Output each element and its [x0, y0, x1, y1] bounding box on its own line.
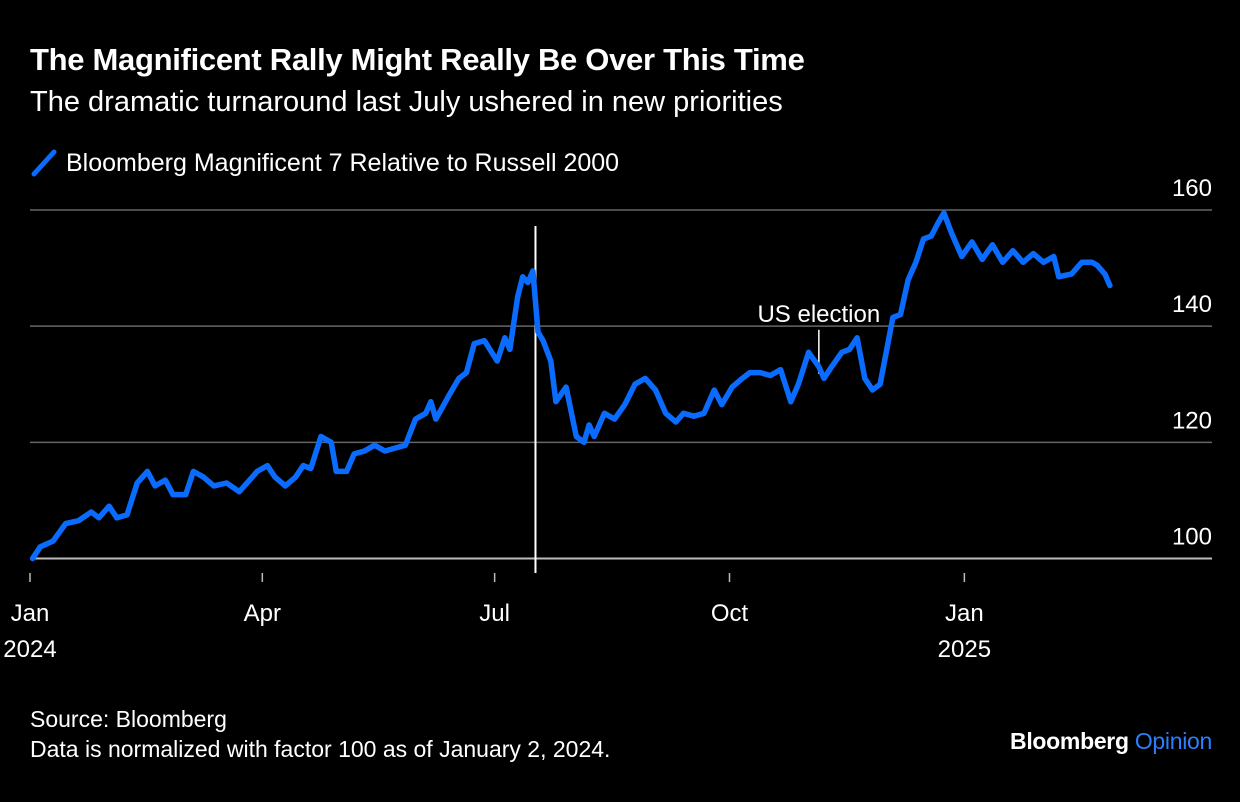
axis-labels: 100 120 140 160 Jan 2024 Apr Jul Oct Jan 2025 US el…	[3, 175, 1212, 663]
series-line	[29, 210, 1113, 562]
x-tick-year-label: 2024	[3, 636, 56, 663]
x-axis-ticks	[29, 573, 966, 582]
y-tick-label: 140	[1172, 291, 1212, 318]
brand-logo: Bloomberg Opinion	[1010, 728, 1212, 755]
y-tick-label: 120	[1172, 407, 1212, 434]
election-annotation-label: US election	[757, 301, 880, 328]
x-tick-label: Jul	[479, 600, 510, 627]
source-text: Source: Bloomberg	[30, 706, 227, 732]
chart-title: The Magnificent Rally Might Really Be Ov…	[30, 42, 805, 77]
x-tick-year-label: 2025	[938, 636, 991, 663]
legend-line-icon	[31, 149, 57, 177]
chart-subtitle: The dramatic turnaround last July ushere…	[30, 86, 783, 118]
x-tick-label: Oct	[711, 600, 749, 627]
annotations	[534, 226, 820, 573]
legend: Bloomberg Magnificent 7 Relative to Russ…	[30, 148, 619, 178]
y-tick-label: 100	[1172, 523, 1212, 550]
legend-series-label: Bloomberg Magnificent 7 Relative to Russ…	[66, 148, 620, 177]
y-tick-label: 160	[1172, 175, 1212, 202]
normalization-note: Data is normalized with factor 100 as of…	[30, 736, 611, 762]
grid-lines	[30, 209, 1212, 560]
x-tick-label: Jan	[945, 600, 984, 627]
source-note: Source: Bloomberg Data is normalized wit…	[30, 704, 610, 764]
brand-name: Bloomberg	[1010, 728, 1129, 754]
x-tick-label: Apr	[244, 600, 281, 627]
brand-section: Opinion	[1134, 728, 1212, 754]
x-tick-label: Jan	[11, 600, 50, 627]
line-chart: 100 120 140 160 Jan 2024 Apr Jul Oct Jan 2025 US el…	[3, 175, 1212, 663]
